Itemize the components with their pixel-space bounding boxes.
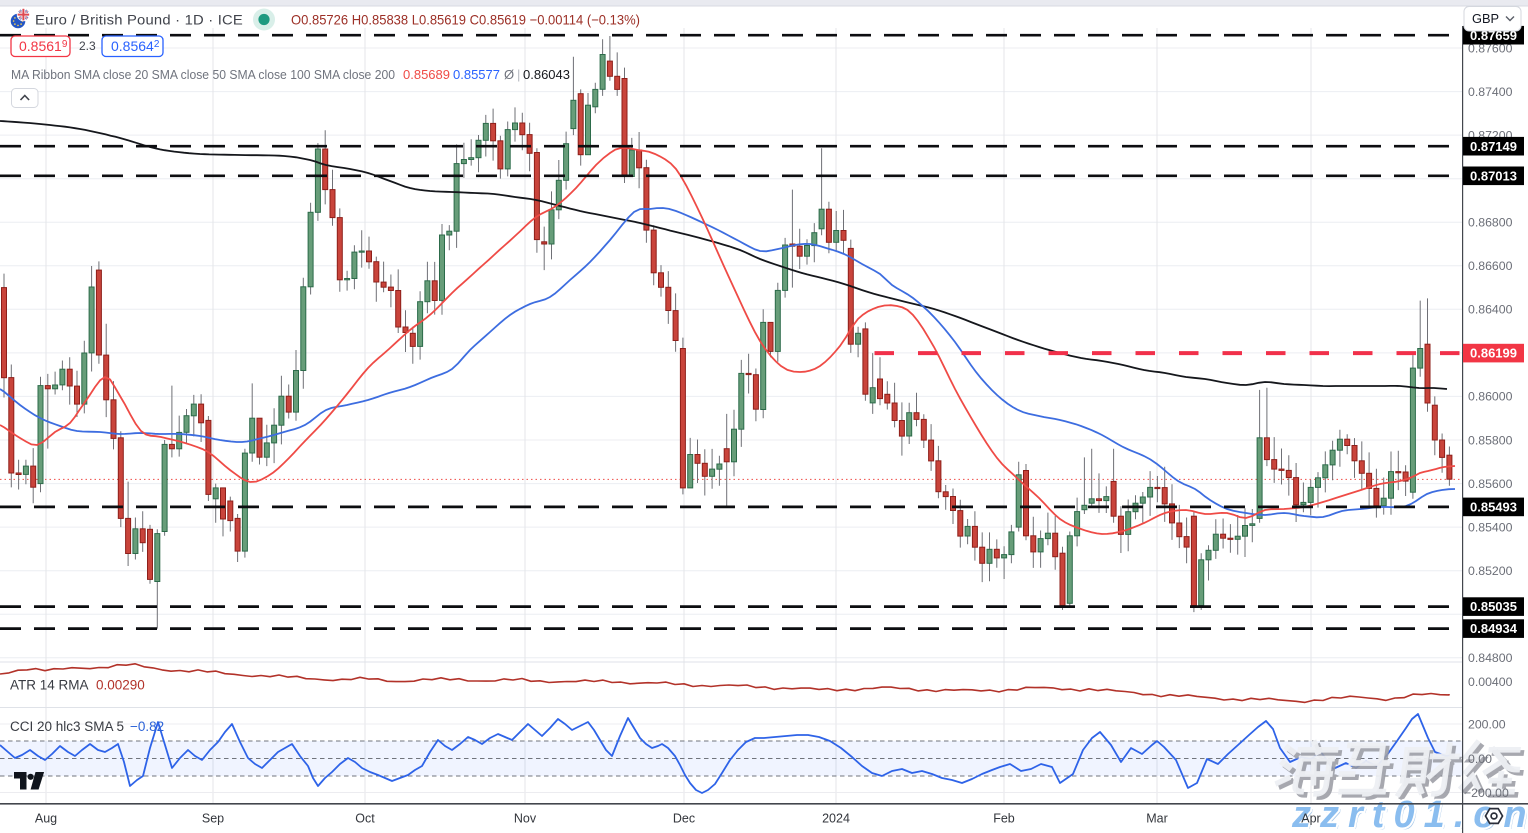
svg-text:Oct: Oct [355, 812, 375, 826]
svg-text:0.85493: 0.85493 [1470, 500, 1517, 515]
svg-text:0.86043: 0.86043 [523, 67, 570, 82]
svg-text:0.00290: 0.00290 [96, 678, 145, 693]
svg-text:0.00400: 0.00400 [1468, 675, 1513, 689]
svg-text:−0.82: −0.82 [130, 719, 164, 734]
svg-text:ATR 14 RMA: ATR 14 RMA [10, 678, 89, 693]
svg-text:|: | [517, 67, 520, 82]
svg-text:0.86199: 0.86199 [1470, 346, 1517, 361]
svg-text:200.00: 200.00 [1468, 717, 1506, 731]
svg-text:Dec: Dec [673, 812, 695, 826]
svg-text:0.85689: 0.85689 [403, 67, 450, 82]
svg-text:Apr: Apr [1301, 812, 1320, 826]
svg-text:Nov: Nov [514, 812, 537, 826]
svg-text:0.87149: 0.87149 [1470, 139, 1517, 154]
svg-text:0.85800: 0.85800 [1468, 433, 1513, 447]
svg-text:0.85600: 0.85600 [1468, 477, 1513, 491]
svg-text:0.85642: 0.85642 [111, 38, 160, 54]
svg-text:O0.85726 H0.85838 L0.85619 C0.: O0.85726 H0.85838 L0.85619 C0.85619 −0.0… [291, 12, 640, 28]
svg-text:0.87659: 0.87659 [1470, 28, 1517, 43]
svg-text:Aug: Aug [35, 812, 57, 826]
svg-text:0.86000: 0.86000 [1468, 390, 1513, 404]
svg-text:CCI 20 hlc3 SMA 5: CCI 20 hlc3 SMA 5 [10, 719, 124, 734]
svg-text:Mar: Mar [1146, 812, 1168, 826]
svg-text:Sep: Sep [202, 812, 224, 826]
svg-text:0.84800: 0.84800 [1468, 651, 1513, 665]
svg-text:Euro / British Pound · 1D · IC: Euro / British Pound · 1D · ICE [35, 13, 243, 29]
svg-text:0.85577: 0.85577 [453, 67, 500, 82]
svg-text:0.84934: 0.84934 [1470, 621, 1518, 636]
svg-text:0.86600: 0.86600 [1468, 259, 1513, 273]
svg-text:GBP: GBP [1472, 11, 1499, 26]
svg-text:−200.00: −200.00 [1464, 786, 1509, 800]
svg-text:0.00: 0.00 [1468, 752, 1492, 766]
svg-text:0.87013: 0.87013 [1470, 168, 1517, 183]
svg-text:0.86400: 0.86400 [1468, 303, 1513, 317]
svg-text:2.3: 2.3 [79, 39, 96, 53]
svg-text:2024: 2024 [822, 812, 850, 826]
svg-text:0.87600: 0.87600 [1468, 41, 1513, 55]
svg-text:0.85400: 0.85400 [1468, 520, 1513, 534]
svg-text:0.86800: 0.86800 [1468, 216, 1513, 230]
svg-text:MA Ribbon SMA close 20 SMA clo: MA Ribbon SMA close 20 SMA close 50 SMA … [11, 67, 395, 82]
svg-text:0.85619: 0.85619 [19, 38, 68, 54]
svg-text:0.85200: 0.85200 [1468, 564, 1513, 578]
svg-text:0.85035: 0.85035 [1470, 599, 1517, 614]
svg-text:0.87400: 0.87400 [1468, 85, 1513, 99]
svg-text:Feb: Feb [993, 812, 1015, 826]
svg-text:Ø: Ø [504, 67, 514, 82]
svg-text:zzrt01.cn: zzrt01.cn [1291, 794, 1528, 833]
